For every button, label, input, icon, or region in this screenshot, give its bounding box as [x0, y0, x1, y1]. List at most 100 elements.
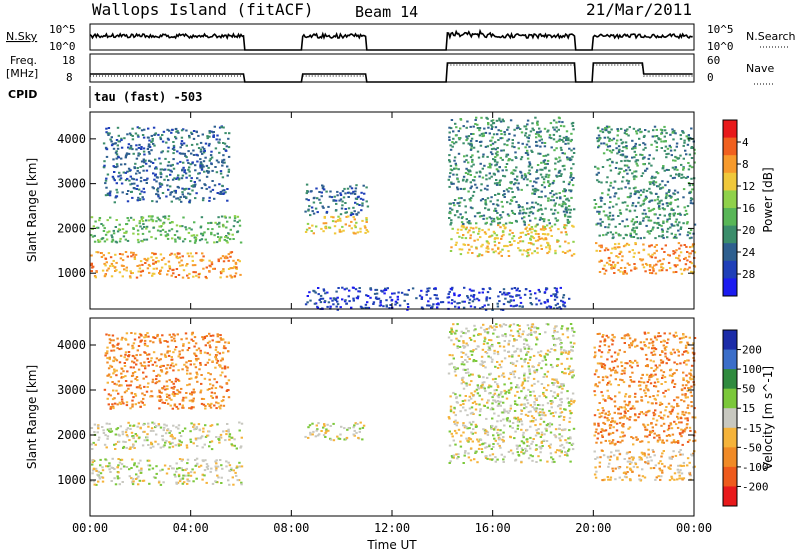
echo-cell	[534, 292, 537, 295]
echo-cell	[238, 461, 241, 464]
echo-cell	[532, 243, 535, 246]
echo-cell	[450, 246, 453, 249]
echo-cell	[562, 200, 565, 203]
echo-cell	[182, 474, 185, 477]
echo-cell	[98, 219, 101, 222]
echo-cell	[482, 214, 486, 217]
echo-cell	[476, 238, 479, 241]
echo-cell	[466, 120, 469, 123]
echo-cell	[307, 426, 310, 429]
echo-cell	[119, 354, 123, 357]
echo-cell	[534, 239, 538, 242]
echo-cell	[338, 437, 342, 440]
echo-cell	[183, 363, 186, 366]
echo-cell	[146, 439, 149, 442]
echo-cell	[118, 240, 122, 243]
echo-cell	[546, 298, 549, 301]
echo-cell	[526, 251, 530, 254]
echo-cell	[658, 224, 661, 226]
echo-cell	[207, 171, 210, 174]
echo-cell	[358, 287, 361, 289]
echo-cell	[503, 143, 506, 146]
echo-cell	[183, 427, 187, 430]
echo-cell	[372, 303, 375, 305]
echo-cell	[105, 127, 108, 130]
echo-cell	[502, 440, 505, 443]
echo-cell	[536, 177, 540, 180]
echo-cell	[454, 244, 458, 246]
echo-cell	[108, 358, 111, 361]
echo-cell	[550, 456, 553, 459]
echo-cell	[118, 171, 121, 174]
echo-cell	[112, 229, 115, 232]
echo-cell	[543, 218, 546, 221]
echo-cell	[548, 169, 551, 172]
echo-cell	[537, 152, 540, 155]
echo-cell	[131, 372, 135, 375]
echo-cell	[156, 190, 160, 193]
echo-cell	[226, 389, 229, 391]
echo-cell	[521, 449, 524, 451]
echo-cell	[639, 153, 642, 156]
echo-cell	[157, 424, 161, 427]
echo-cell	[227, 268, 231, 270]
echo-cell	[668, 215, 672, 218]
echo-cell	[483, 340, 486, 343]
echo-cell	[661, 229, 664, 232]
echo-cell	[485, 417, 488, 420]
echo-cell	[178, 440, 182, 443]
echo-cell	[667, 152, 670, 155]
echo-cell	[172, 158, 175, 161]
echo-cell	[527, 223, 531, 226]
echo-cell	[324, 432, 327, 434]
echo-cell	[678, 212, 682, 215]
echo-cell	[524, 125, 528, 128]
echo-cell	[473, 340, 476, 343]
echo-cell	[572, 401, 575, 404]
echo-cell	[168, 431, 171, 434]
echo-cell	[411, 287, 415, 290]
echo-cell	[200, 397, 204, 400]
echo-cell	[215, 381, 219, 384]
echo-cell	[171, 147, 175, 150]
echo-cell	[507, 411, 510, 414]
echo-cell	[177, 427, 180, 430]
echo-cell	[563, 227, 567, 230]
echo-cell	[221, 255, 225, 258]
echo-cell	[103, 443, 107, 446]
echo-cell	[121, 400, 124, 403]
echo-cell	[660, 266, 663, 269]
echo-cell	[203, 231, 206, 234]
echo-cell	[651, 208, 654, 211]
echo-cell	[481, 361, 485, 364]
echo-cell	[531, 122, 534, 125]
echo-cell	[97, 427, 100, 430]
echo-cell	[566, 138, 570, 141]
echo-cell	[675, 218, 678, 221]
echo-cell	[152, 476, 156, 479]
echo-cell	[112, 372, 115, 375]
echo-cell	[512, 299, 515, 302]
echo-cell	[567, 142, 570, 145]
echo-cell	[478, 253, 481, 256]
echo-cell	[602, 210, 606, 213]
echo-cell	[211, 396, 214, 399]
echo-cell	[470, 145, 473, 148]
echo-cell	[450, 238, 453, 241]
echo-cell	[502, 190, 506, 193]
echo-cell	[468, 169, 471, 172]
echo-cell	[690, 270, 693, 273]
echo-cell	[453, 294, 456, 297]
echo-cell	[498, 300, 501, 303]
echo-cell	[630, 220, 633, 223]
echo-cell	[684, 209, 688, 212]
echo-cell	[194, 237, 198, 240]
echo-cell	[487, 166, 490, 169]
echo-cell	[499, 156, 502, 159]
echo-cell	[488, 132, 491, 135]
echo-cell	[145, 182, 148, 184]
echo-cell	[350, 213, 353, 215]
echo-cell	[568, 373, 571, 376]
echo-cell	[476, 438, 479, 441]
echo-cell	[551, 458, 555, 461]
